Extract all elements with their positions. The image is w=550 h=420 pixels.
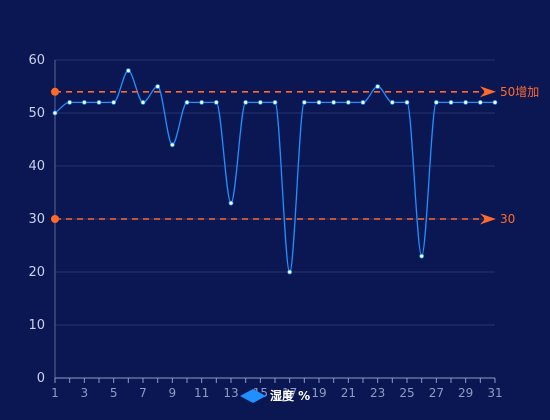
y-axis-ticks: 0 10 20 30 40 50 60 bbox=[28, 53, 45, 386]
data-point bbox=[169, 142, 175, 148]
data-point bbox=[404, 100, 410, 105]
data-point bbox=[287, 269, 293, 275]
data-point bbox=[272, 100, 278, 105]
mark-line-arrow-icon bbox=[480, 213, 496, 225]
grid-lines bbox=[55, 59, 495, 326]
data-point bbox=[184, 100, 190, 105]
data-point bbox=[96, 100, 102, 105]
data-point bbox=[52, 110, 58, 116]
data-point bbox=[463, 100, 469, 105]
x-tick-label: 31 bbox=[487, 386, 502, 400]
y-tick-label: 0 bbox=[37, 371, 45, 386]
x-axis-ticks: 135791113151719212325272931 bbox=[51, 378, 503, 400]
data-point bbox=[155, 84, 161, 89]
legend-diamond-icon[interactable] bbox=[240, 389, 266, 403]
y-tick-label: 20 bbox=[28, 265, 45, 280]
x-tick-label: 21 bbox=[341, 386, 356, 400]
data-point bbox=[492, 100, 498, 105]
data-point bbox=[316, 100, 322, 105]
data-point bbox=[199, 100, 205, 105]
data-point bbox=[345, 100, 351, 105]
mark-line-label: 50增加 bbox=[500, 85, 539, 99]
data-point bbox=[67, 100, 73, 105]
data-point bbox=[228, 200, 234, 206]
y-tick-label: 50 bbox=[28, 106, 45, 121]
mark-line-start-dot bbox=[51, 215, 59, 223]
x-tick-label: 11 bbox=[194, 386, 209, 400]
x-tick-label: 5 bbox=[110, 386, 118, 400]
data-point bbox=[448, 100, 454, 105]
data-point bbox=[140, 100, 146, 105]
data-point bbox=[111, 100, 117, 105]
data-point bbox=[81, 100, 87, 105]
legend[interactable]: 湿度 % bbox=[240, 388, 310, 403]
data-point bbox=[257, 100, 263, 105]
data-point bbox=[389, 100, 395, 105]
series-layer bbox=[52, 68, 498, 275]
data-point bbox=[331, 100, 337, 105]
data-point bbox=[213, 100, 219, 105]
x-tick-label: 23 bbox=[370, 386, 385, 400]
data-point bbox=[433, 100, 439, 105]
data-point bbox=[125, 68, 131, 73]
mark-line-start-dot bbox=[51, 87, 59, 96]
x-tick-label: 1 bbox=[51, 386, 59, 400]
x-tick-label: 3 bbox=[81, 386, 89, 400]
y-tick-label: 40 bbox=[28, 159, 45, 174]
mark-lines: 50增加 30 bbox=[51, 85, 539, 226]
data-point bbox=[375, 84, 381, 89]
x-tick-label: 7 bbox=[139, 386, 147, 400]
data-point bbox=[243, 100, 249, 105]
legend-label[interactable]: 湿度 % bbox=[270, 388, 310, 403]
data-point bbox=[301, 100, 307, 105]
mark-line-arrow-icon bbox=[480, 86, 496, 98]
x-tick-label: 13 bbox=[223, 386, 238, 400]
y-tick-label: 30 bbox=[28, 212, 45, 227]
x-tick-label: 19 bbox=[311, 386, 326, 400]
y-tick-label: 10 bbox=[28, 318, 45, 333]
data-point bbox=[360, 100, 366, 105]
data-point bbox=[419, 253, 425, 259]
x-tick-label: 17 bbox=[282, 386, 297, 400]
x-tick-label: 29 bbox=[458, 386, 473, 400]
x-tick-label: 25 bbox=[399, 386, 414, 400]
x-tick-label: 27 bbox=[429, 386, 444, 400]
y-tick-label: 60 bbox=[28, 53, 45, 68]
x-tick-label: 9 bbox=[169, 386, 177, 400]
data-point bbox=[477, 100, 483, 105]
mark-line-label: 30 bbox=[500, 212, 515, 226]
